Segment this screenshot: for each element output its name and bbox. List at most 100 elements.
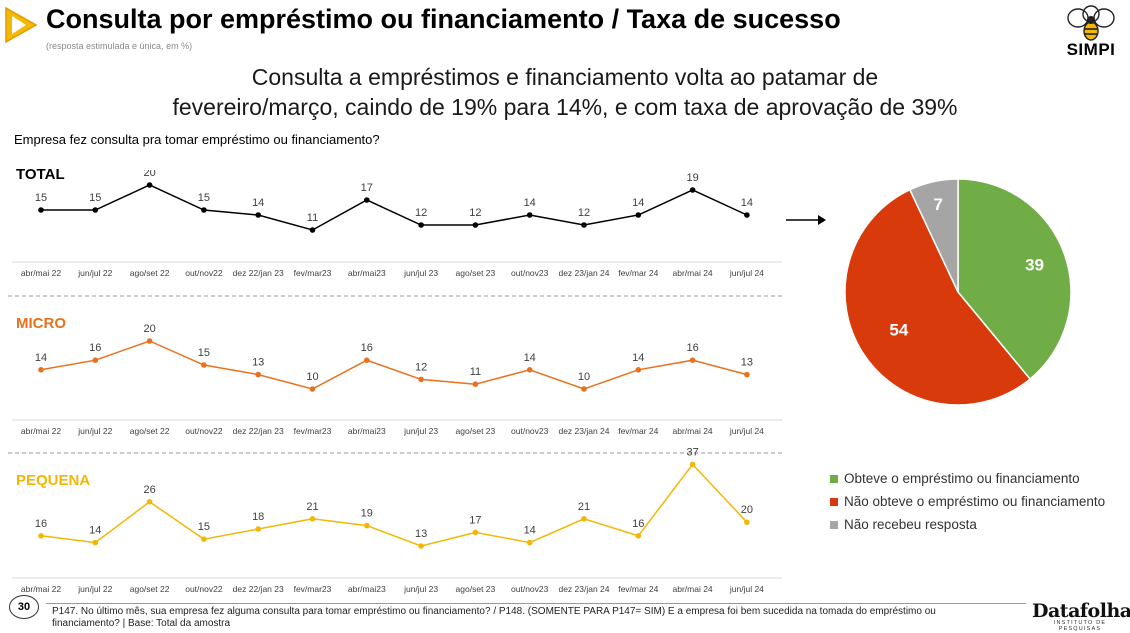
data-point [526, 539, 533, 546]
x-tick-label: dez 23/jan 24 [558, 426, 609, 436]
data-label: 12 [469, 207, 481, 219]
data-point [92, 539, 99, 546]
data-point [201, 536, 207, 542]
x-tick-label: dez 22/jan 23 [233, 426, 284, 436]
x-tick-label: abr/mai 24 [673, 268, 713, 278]
data-label: 12 [415, 207, 427, 219]
x-tick-label: abr/mai 24 [673, 426, 713, 436]
data-label: 26 [143, 484, 155, 496]
segment-label-total: TOTAL [16, 166, 65, 183]
legend-label: Não recebeu resposta [844, 517, 977, 532]
pie-slice-obteve [957, 178, 1072, 381]
data-label: 15 [198, 347, 210, 359]
data-label: 15 [198, 521, 210, 533]
pie-value-label: 39 [1025, 255, 1044, 274]
data-point [92, 207, 99, 213]
brand-name: Datafolha [1032, 600, 1130, 622]
x-tick-label: abr/mai 22 [21, 584, 61, 594]
data-point [581, 222, 587, 228]
data-point [744, 519, 750, 525]
data-label: 15 [198, 192, 210, 204]
data-label: 11 [470, 366, 481, 378]
x-tick-label: abr/mai 24 [673, 584, 713, 594]
data-label: 19 [686, 172, 698, 184]
data-label: 17 [361, 182, 373, 194]
x-tick-label: abr/mai 22 [21, 268, 61, 278]
data-point [581, 386, 587, 392]
data-label: 19 [361, 508, 373, 520]
x-tick-label: jun/jul 22 [77, 426, 112, 436]
x-tick-label: out/nov22 [185, 584, 223, 594]
pie-chart: 39 54 7 [844, 178, 1072, 406]
data-label: 15 [89, 192, 101, 204]
x-tick-label: dez 22/jan 23 [233, 584, 284, 594]
data-label: 12 [578, 207, 590, 219]
pie-value-label: 7 [934, 195, 943, 214]
legend-item-nao-recebeu: Não recebeu resposta [830, 513, 1105, 536]
data-point [201, 207, 207, 213]
x-tick-label: jun/jul 23 [403, 426, 438, 436]
data-point [418, 376, 424, 383]
brand-tagline: INSTITUTO DE PESQUISAS [1053, 620, 1107, 632]
x-tick-label: dez 22/jan 23 [233, 268, 284, 278]
pie-value-label: 54 [889, 321, 908, 340]
series-line-pequena [40, 463, 748, 547]
x-tick-label: jun/jul 23 [403, 584, 438, 594]
data-label: 14 [524, 352, 536, 364]
data-label: 14 [632, 352, 644, 364]
data-point [581, 516, 587, 522]
segment-label-micro: MICRO [16, 315, 66, 332]
data-label: 14 [741, 197, 753, 209]
data-point [635, 212, 642, 218]
data-point [744, 371, 750, 378]
x-tick-label: fev/mar 24 [618, 426, 658, 436]
data-point [744, 212, 750, 218]
x-tick-label: out/nov23 [511, 426, 549, 436]
data-point [38, 207, 44, 213]
headline: Consulta a empréstimos e financiamento v… [0, 62, 1130, 122]
data-point [689, 187, 696, 193]
simpi-logo: SIMPI [1058, 4, 1124, 62]
data-point [146, 182, 153, 188]
data-label: 16 [35, 518, 47, 530]
x-tick-label: abr/mai23 [348, 268, 386, 278]
headline-line-2: fevereiro/março, caindo de 19% para 14%,… [172, 94, 958, 120]
data-point [38, 533, 44, 539]
play-triangle-icon [5, 6, 38, 44]
data-label: 17 [469, 514, 481, 526]
pie-slice-nao-recebeu [908, 178, 959, 293]
data-point [255, 212, 261, 218]
data-label: 37 [686, 446, 698, 458]
x-tick-label: fev/mar23 [294, 426, 332, 436]
arrow-right-icon [786, 215, 826, 225]
legend-swatch [830, 497, 838, 506]
segment-label-pequena: PEQUENA [16, 472, 91, 489]
pie-legend: Obteve o empréstimo ou financiamento Não… [830, 467, 1105, 536]
x-tick-label: fev/mar23 [294, 268, 332, 278]
x-tick-label: ago/set 22 [130, 268, 170, 278]
data-point [689, 357, 696, 363]
data-label: 14 [252, 197, 264, 209]
x-tick-label: dez 23/jan 24 [558, 268, 609, 278]
data-label: 12 [415, 361, 427, 373]
x-tick-label: jun/jul 24 [729, 268, 764, 278]
data-label: 14 [524, 525, 536, 537]
x-tick-label: ago/set 23 [456, 426, 496, 436]
data-point [201, 362, 207, 368]
data-point [635, 367, 642, 373]
x-tick-label: jun/jul 24 [729, 426, 764, 436]
data-point [38, 367, 44, 373]
data-point [472, 529, 479, 536]
legend-item-obteve: Obteve o empréstimo ou financiamento [830, 467, 1105, 490]
x-tick-label: jun/jul 22 [77, 268, 112, 278]
data-label: 10 [306, 371, 318, 383]
data-label: 21 [578, 501, 590, 513]
data-point [309, 227, 316, 233]
x-tick-label: jun/jul 23 [403, 268, 438, 278]
page-title: Consulta por empréstimo ou financiamento… [46, 4, 841, 34]
data-point [146, 338, 153, 344]
data-point [146, 499, 153, 505]
data-label: 15 [35, 192, 47, 204]
data-label: 20 [741, 504, 753, 516]
legend-label: Obteve o empréstimo ou financiamento [844, 471, 1080, 486]
